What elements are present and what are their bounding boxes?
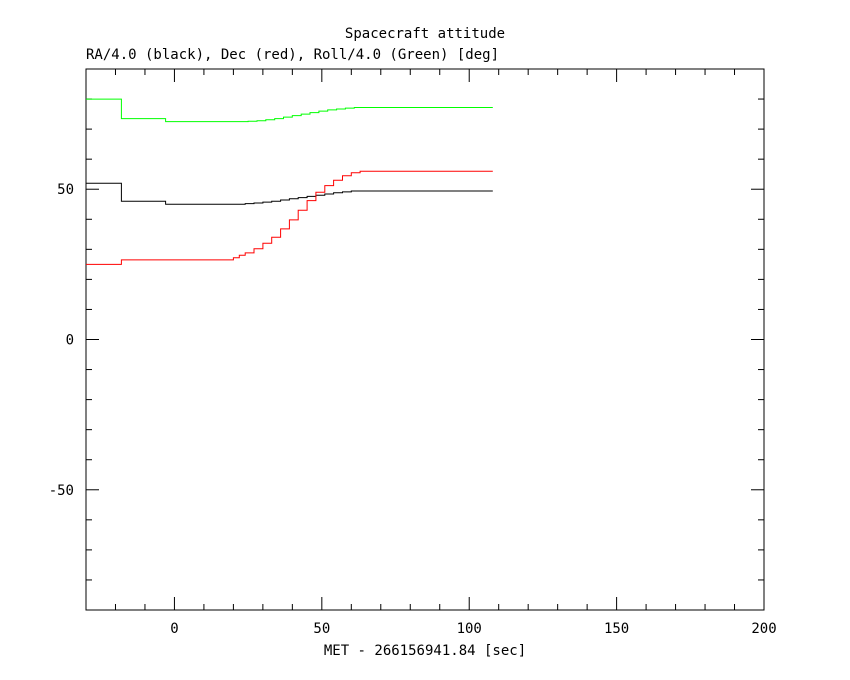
- tick-labels: 0 50 100 150 200 -50 0 50: [49, 182, 777, 637]
- y-tick-label: 0: [66, 333, 74, 349]
- y-tick-label: 50: [57, 182, 74, 198]
- axis-ticks: [85, 68, 765, 611]
- x-tick-label: 200: [751, 621, 776, 637]
- x-axis-label: MET - 266156941.84 [sec]: [324, 643, 526, 659]
- data-series: [86, 98, 493, 265]
- plot-frame: [85, 68, 765, 611]
- ra-series-line: [86, 182, 493, 205]
- roll-series-line: [86, 98, 493, 123]
- x-tick-label: 100: [457, 621, 482, 637]
- x-tick-label: 50: [313, 621, 330, 637]
- chart-title: Spacecraft attitude: [345, 26, 505, 42]
- x-tick-label: 150: [604, 621, 629, 637]
- chart-subtitle: RA/4.0 (black), Dec (red), Roll/4.0 (Gre…: [86, 47, 499, 63]
- dec-series-line: [86, 170, 493, 265]
- y-tick-label: -50: [49, 483, 74, 499]
- x-tick-label: 0: [170, 621, 178, 637]
